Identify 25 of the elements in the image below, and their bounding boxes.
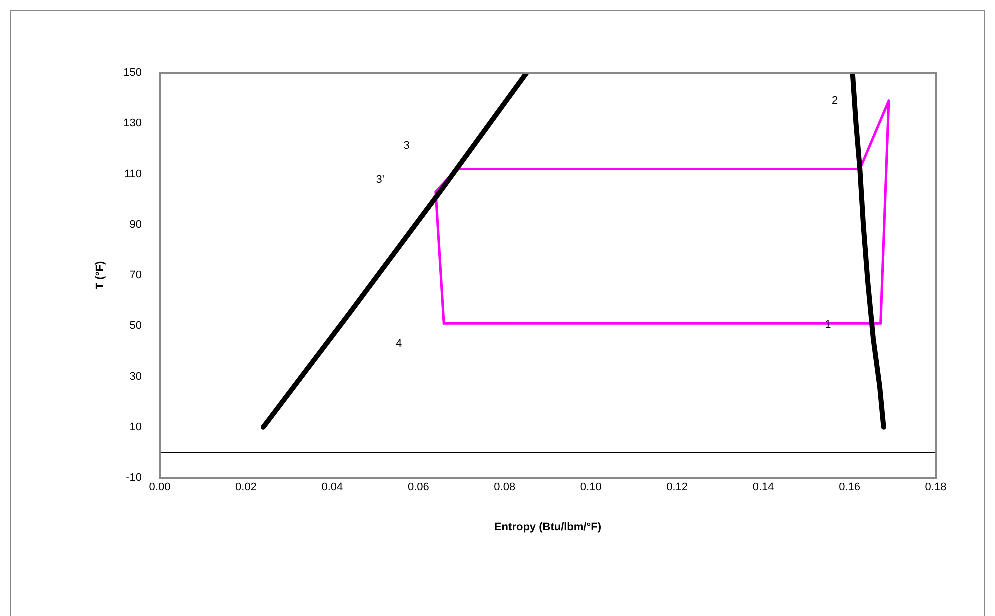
y-tick-label: 10 [130,421,142,434]
y-tick-label: -10 [126,472,142,484]
x-tick-label: 0.08 [494,482,516,494]
x-tick-label: 0.10 [580,482,602,494]
y-tick-label: 70 [130,270,142,282]
y-tick-label: 130 [124,118,142,130]
annotation: 4 [396,338,402,350]
annotation: 3 [404,140,410,152]
x-tick-label: 0.04 [322,482,344,494]
x-tick-label: 0.18 [925,482,947,494]
y-tick-label: 30 [130,370,142,383]
y-tick-label: 110 [124,168,142,180]
x-tick-label: 0.14 [752,482,774,494]
x-tick-label: 0.06 [408,482,430,494]
y-tick-label: 90 [130,218,142,231]
x-tick-label: 0.02 [236,482,257,494]
annotation: 2 [832,94,838,107]
x-tick-label: 0.16 [839,482,860,494]
x-axis-title: Entropy (Btu/lbm/°F) [494,521,602,534]
annotation: 3' [376,174,384,186]
y-axis-title: T (°F) [94,261,107,290]
y-tick-label: 50 [130,320,142,332]
x-tick-label: 0.00 [149,482,171,494]
x-tick-label: 0.12 [666,482,688,494]
y-tick-label: 150 [124,67,142,80]
